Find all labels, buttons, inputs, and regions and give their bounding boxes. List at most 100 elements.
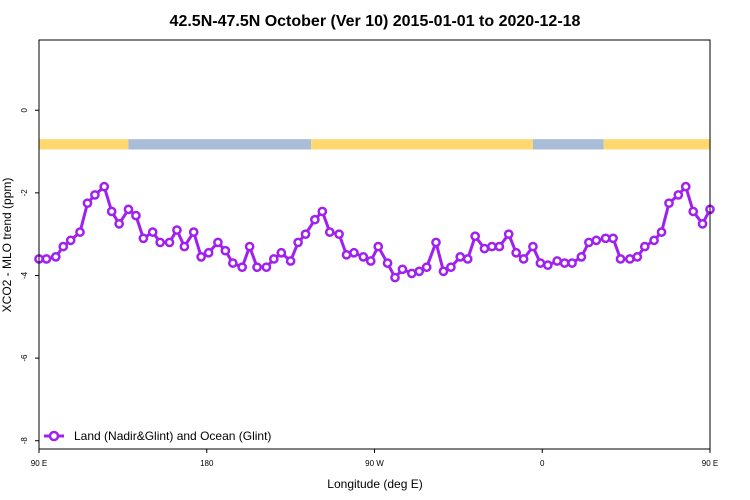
band-segment-land xyxy=(311,139,533,150)
data-point xyxy=(576,252,587,262)
data-point xyxy=(50,252,61,262)
band-segment-land xyxy=(39,139,129,150)
y-axis-label: XCO2 - MLO trend (ppm) xyxy=(0,178,14,313)
y-axis: 0 -2 -4 -6 -8 xyxy=(20,107,39,444)
band-segment-ocean xyxy=(128,139,312,150)
y-tick-label: -2 xyxy=(20,189,29,197)
data-point xyxy=(552,256,563,266)
y-tick-label: -8 xyxy=(20,437,29,445)
legend-text: Land (Nadir&Glint) and Ocean (Glint) xyxy=(74,429,271,443)
data-point xyxy=(155,237,166,248)
data-point xyxy=(285,256,296,266)
data-point xyxy=(244,241,255,252)
data-point xyxy=(583,237,594,248)
data-point xyxy=(99,181,110,192)
data-point xyxy=(349,247,359,258)
data-point xyxy=(203,247,214,258)
x-tick-label: 90 W xyxy=(365,459,384,468)
data-point xyxy=(90,190,100,200)
data-point xyxy=(261,262,272,273)
y-tick-label: 0 xyxy=(20,107,29,112)
x-axis: 90 E 180 90 W 0 90 E xyxy=(31,449,718,468)
legend: Land (Nadir&Glint) and Ocean (Glint) xyxy=(44,429,271,443)
x-axis-label: Longitude (deg E) xyxy=(327,477,422,491)
data-point xyxy=(164,237,175,248)
data-point xyxy=(213,237,223,248)
data-point xyxy=(276,247,287,258)
data-point xyxy=(179,241,190,252)
data-point xyxy=(673,190,684,200)
data-point xyxy=(494,241,505,252)
series-layer xyxy=(34,181,715,283)
data-point xyxy=(106,206,117,217)
data-point xyxy=(479,243,490,254)
data-point xyxy=(591,235,602,246)
legend-marker xyxy=(48,430,60,442)
data-point xyxy=(559,258,570,268)
data-point xyxy=(82,198,93,209)
data-point xyxy=(615,254,626,264)
data-point xyxy=(220,245,231,256)
y-tick-label: -4 xyxy=(20,271,29,279)
data-point xyxy=(188,227,199,237)
data-point xyxy=(172,225,182,235)
data-point xyxy=(58,241,69,252)
band-segment-land xyxy=(603,139,710,150)
data-point xyxy=(147,227,158,237)
data-point xyxy=(656,227,667,237)
data-point xyxy=(503,229,514,240)
data-point xyxy=(75,227,85,237)
data-point xyxy=(487,241,497,252)
data-point xyxy=(123,204,134,215)
data-point xyxy=(227,258,238,268)
data-point xyxy=(511,247,522,258)
data-point xyxy=(632,252,643,262)
data-point xyxy=(567,258,577,268)
x-tick-label: 90 E xyxy=(31,459,47,468)
data-point xyxy=(269,254,279,264)
data-point xyxy=(470,231,480,242)
data-point xyxy=(41,254,52,264)
data-point xyxy=(390,272,400,283)
data-point xyxy=(688,206,699,217)
data-point xyxy=(455,252,466,262)
data-point xyxy=(406,268,417,279)
data-point xyxy=(528,241,538,252)
data-point xyxy=(608,233,618,244)
data-point xyxy=(600,233,611,244)
data-point xyxy=(680,181,691,192)
data-point xyxy=(341,249,352,260)
data-point xyxy=(65,235,76,246)
data-point xyxy=(382,258,393,268)
data-point xyxy=(697,218,708,229)
data-point xyxy=(431,237,441,248)
data-point xyxy=(252,262,262,273)
data-point xyxy=(414,266,425,277)
data-point xyxy=(310,214,320,225)
data-point xyxy=(365,256,376,266)
data-point xyxy=(462,254,473,264)
band-segment-ocean xyxy=(532,139,604,150)
data-point xyxy=(518,254,529,264)
data-point xyxy=(397,264,408,275)
data-point xyxy=(438,266,449,277)
data-point xyxy=(196,252,207,262)
data-point xyxy=(664,198,674,209)
data-point xyxy=(535,258,546,268)
data-point xyxy=(446,262,456,273)
y-tick-label: -6 xyxy=(20,354,29,362)
data-point xyxy=(639,241,650,252)
land-ocean-band xyxy=(39,139,710,150)
data-point xyxy=(138,233,149,244)
data-point xyxy=(237,262,248,273)
data-point xyxy=(293,237,303,248)
data-point xyxy=(300,229,311,240)
data-point xyxy=(542,260,553,271)
data-point xyxy=(131,210,141,221)
data-point xyxy=(649,235,659,246)
data-point xyxy=(324,227,335,237)
data-point xyxy=(334,229,344,240)
data-point xyxy=(421,262,432,273)
data-point xyxy=(373,241,384,252)
